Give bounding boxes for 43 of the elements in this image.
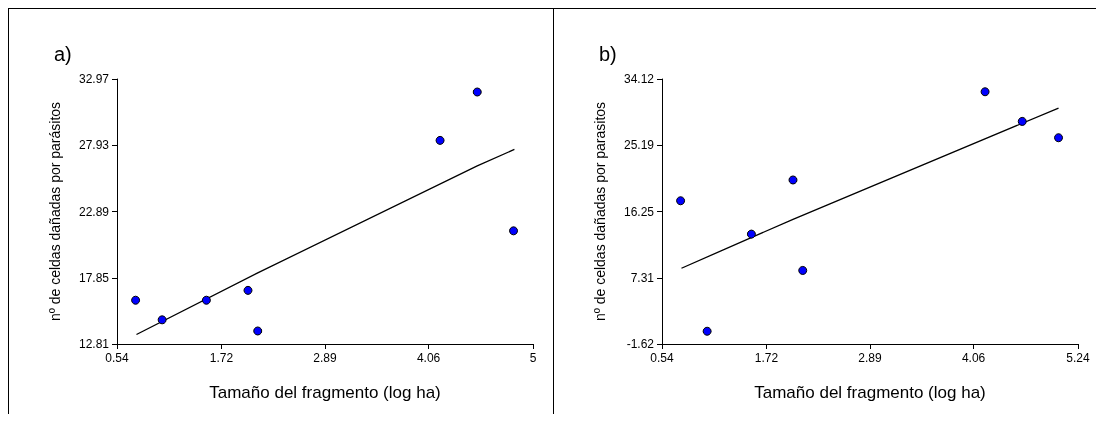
x-tick-label: 2.89 <box>313 351 337 365</box>
point <box>798 265 808 275</box>
point <box>1017 116 1027 126</box>
point <box>788 175 798 185</box>
y-tick-label: 34.12 <box>623 72 655 86</box>
x-tick-label: 4.06 <box>961 351 986 365</box>
y-tick-label: 32.97 <box>78 72 110 86</box>
point <box>746 229 756 239</box>
y-tick-label: 22.89 <box>78 204 110 219</box>
y-axis-title: nº de celdas dañadas por parásitos <box>47 101 63 322</box>
y-tick-label: 27.93 <box>78 138 110 153</box>
x-tick-label: 1.72 <box>754 351 779 365</box>
point <box>702 326 712 336</box>
y-tick-label: -1.62 <box>626 337 655 351</box>
y-tick-label: 16.25 <box>623 204 655 219</box>
chart-title: a) <box>54 43 72 65</box>
y-axis-title: nº de celdas dañadas por parasitos <box>592 101 608 322</box>
x-axis-title: Tamaño del fragmento (log ha) <box>209 383 441 402</box>
point <box>435 135 445 145</box>
point <box>509 226 519 236</box>
y-tick-label: 12.81 <box>78 337 110 351</box>
point <box>243 285 253 295</box>
x-axis-title: Tamaño del fragmento (log ha) <box>754 383 986 402</box>
point <box>201 295 211 305</box>
y-tick-label: 17.85 <box>78 270 110 285</box>
point <box>157 315 167 325</box>
x-tick-label: 1.72 <box>209 351 234 365</box>
point <box>1054 133 1064 143</box>
point <box>253 326 263 336</box>
y-tick-label: 25.19 <box>623 138 655 153</box>
chart-title: b) <box>599 43 617 65</box>
point <box>472 87 482 97</box>
point <box>131 295 141 305</box>
x-tick-label: 5.24 <box>1066 351 1090 365</box>
x-tick-label: 2.89 <box>858 351 882 365</box>
x-tick-label: 0.54 <box>105 351 129 365</box>
x-tick-label: 5 <box>529 351 537 365</box>
point <box>676 196 686 206</box>
line-series <box>135 148 516 336</box>
x-tick-label: 0.54 <box>650 351 674 365</box>
x-tick-label: 4.06 <box>416 351 441 365</box>
point <box>980 87 990 97</box>
y-tick-label: 7.31 <box>630 270 655 285</box>
